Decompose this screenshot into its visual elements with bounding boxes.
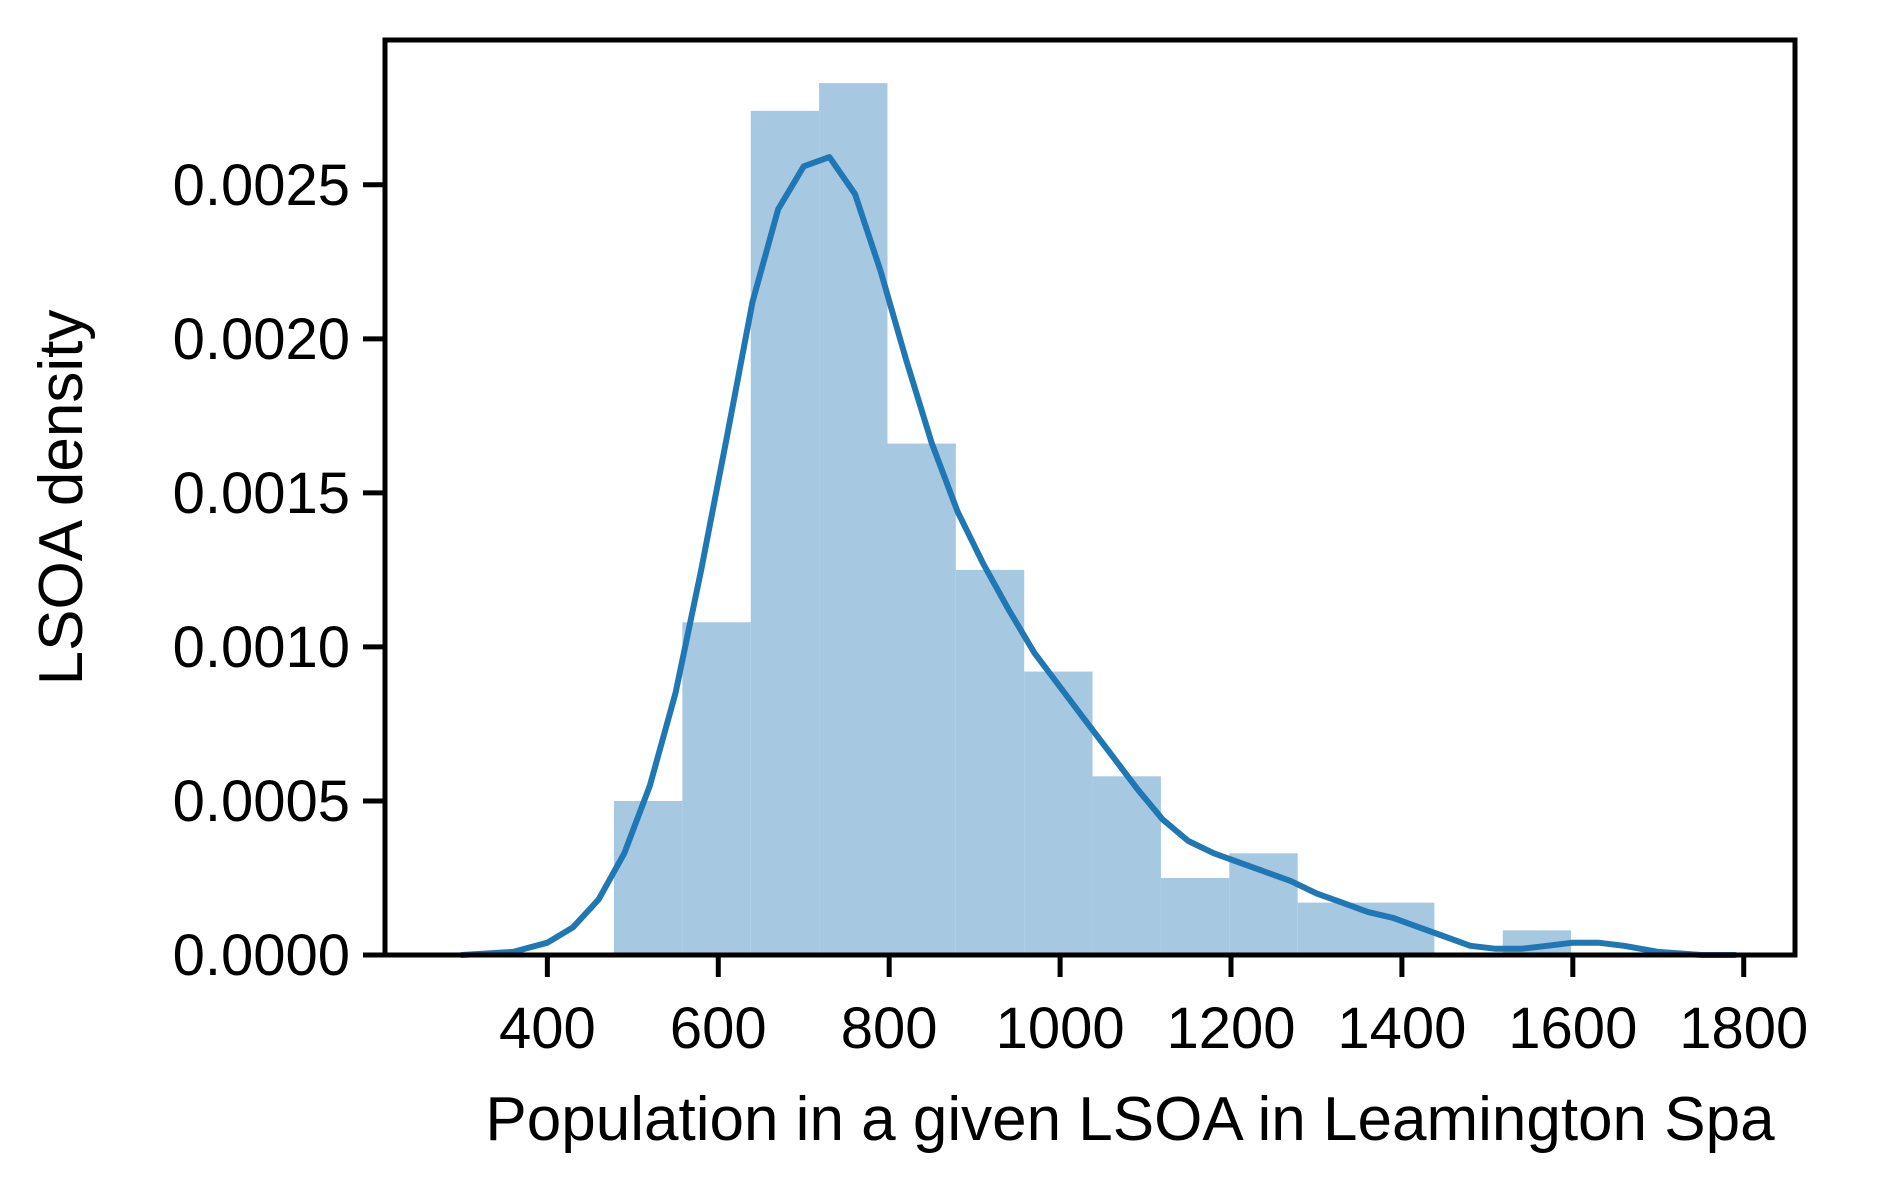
x-tick-label: 1800 [1679, 996, 1808, 1061]
x-tick-label: 600 [670, 996, 767, 1061]
y-axis-ticks: 0.0000 0.0005 0.0010 0.0015 0.0020 0.0025 [173, 153, 385, 988]
kde-line [458, 154, 1739, 958]
histogram-bar [614, 800, 683, 955]
x-tick-label: 1600 [1508, 996, 1637, 1061]
histogram-bar [1160, 877, 1230, 955]
x-axis-ticks: 400 600 800 1000 1200 1400 1600 1800 [499, 955, 1808, 1061]
x-tick-label: 400 [499, 996, 596, 1061]
y-tick-label: 0.0010 [173, 615, 350, 680]
x-tick-label: 1200 [1166, 996, 1295, 1061]
x-tick-label: 1000 [996, 996, 1125, 1061]
y-tick-label: 0.0020 [173, 307, 350, 372]
y-tick-label: 0.0015 [173, 461, 350, 526]
histogram-bar [819, 83, 888, 956]
histogram-bar [682, 622, 751, 955]
histogram-bars [614, 83, 1572, 956]
kde-curve-group [458, 154, 1739, 958]
y-tick-label: 0.0000 [173, 923, 350, 988]
histogram-bar [750, 110, 820, 956]
y-tick-label: 0.0005 [173, 769, 350, 834]
x-axis-label: Population in a given LSOA in Leamington… [485, 1085, 1775, 1154]
y-axis-label: LSOA density [27, 310, 96, 686]
x-tick-label: 1400 [1337, 996, 1466, 1061]
histogram-bar [887, 443, 956, 955]
plot-frame [382, 37, 1798, 958]
histogram-bar [955, 569, 1025, 955]
x-tick-label: 800 [841, 996, 938, 1061]
histogram-bar [1297, 902, 1367, 955]
y-tick-label: 0.0025 [173, 153, 350, 218]
